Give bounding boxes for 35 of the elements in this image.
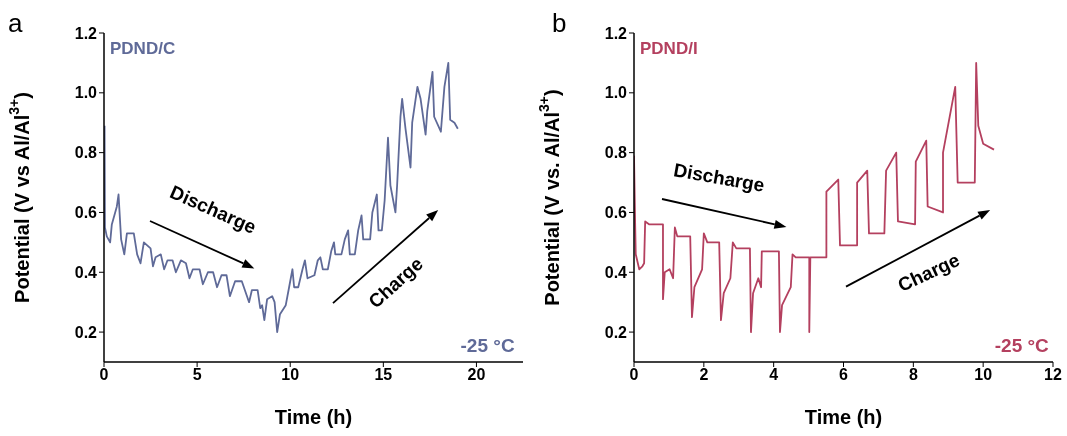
annotation: -25 °C — [460, 334, 515, 357]
y-tick-label: 1.0 — [604, 84, 628, 102]
x-tick-label: 2 — [699, 366, 709, 384]
annotation: -25 °C — [994, 334, 1049, 357]
x-tick-label: 8 — [908, 366, 918, 384]
x-tick-label: 4 — [769, 366, 779, 384]
y-tick-label: 1.2 — [74, 24, 98, 42]
x-tick-label: 10 — [281, 366, 300, 384]
y-tick-label: 0.4 — [74, 263, 98, 281]
y-tick-label: 0.6 — [604, 204, 628, 222]
x-tick-label: 15 — [374, 366, 393, 384]
x-tick-label: 0 — [99, 366, 109, 384]
chart-title: a — [8, 8, 23, 39]
x-tick-label: 0 — [629, 366, 639, 384]
y-tick-label: 0.6 — [74, 204, 98, 222]
x-tick-label: 6 — [839, 366, 849, 384]
annotation: Discharge — [671, 158, 767, 197]
x-tick-label: 5 — [192, 366, 202, 384]
y-tick-label: 0.2 — [604, 323, 628, 341]
text: PDND/C — [110, 39, 176, 59]
y-tick-label: 0.8 — [604, 144, 628, 162]
x-axis-title: Time (h) — [274, 406, 353, 428]
x-axis-title: Time (h) — [804, 406, 883, 428]
x-tick-label: 20 — [467, 366, 486, 384]
x-tick-label: 12 — [1044, 366, 1062, 384]
y-tick-label: 1.0 — [74, 84, 98, 102]
line-series — [104, 62, 459, 333]
text: PDND/I — [640, 39, 698, 59]
y-tick-label: 0.2 — [74, 323, 98, 341]
chart-title: b — [552, 8, 567, 39]
y-tick-label: 1.2 — [604, 24, 628, 42]
y-tick-label: 0.8 — [74, 144, 98, 162]
y-tick-label: 0.4 — [604, 263, 628, 281]
x-tick-label: 10 — [974, 366, 993, 384]
line-series — [634, 62, 995, 333]
